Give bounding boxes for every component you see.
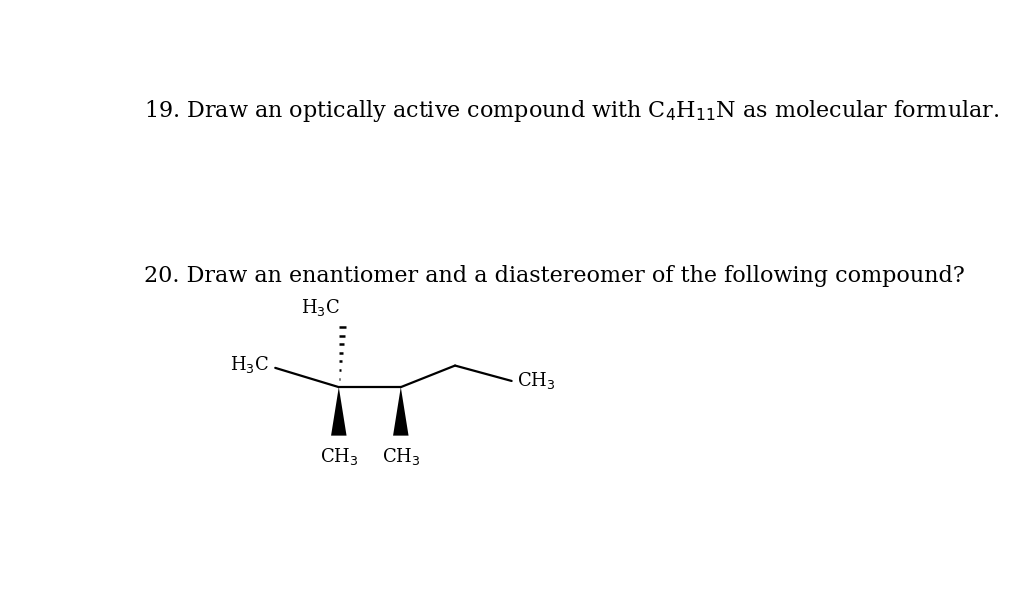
Text: 20. Draw an enantiomer and a diastereomer of the following compound?: 20. Draw an enantiomer and a diastereome… [143, 266, 965, 288]
Text: CH$_3$: CH$_3$ [517, 370, 556, 392]
Text: CH$_3$: CH$_3$ [382, 446, 420, 467]
Text: CH$_3$: CH$_3$ [319, 446, 358, 467]
Polygon shape [331, 387, 346, 435]
Text: H$_3$C: H$_3$C [230, 354, 269, 375]
Polygon shape [393, 387, 409, 435]
Text: 19. Draw an optically active compound with C$_4$H$_{11}$N as molecular formular.: 19. Draw an optically active compound wi… [143, 98, 998, 125]
Text: H$_3$C: H$_3$C [301, 297, 341, 318]
